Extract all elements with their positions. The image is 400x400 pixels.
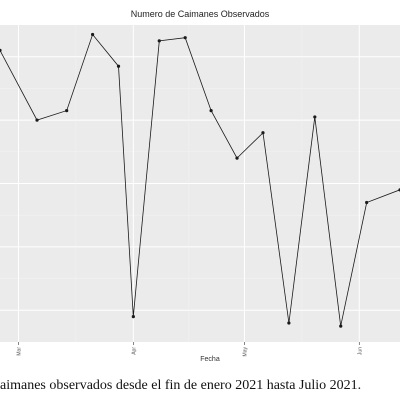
data-point — [65, 108, 69, 113]
data-point — [116, 64, 121, 68]
x-axis-ticks: Mar Apr May Jun — [17, 342, 363, 357]
line-chart: Numero de Caimanes Observados Mar Apr May J… — [0, 9, 400, 363]
data-point — [0, 48, 2, 52]
data-point — [131, 315, 135, 319]
x-tick-label: Jun — [357, 347, 363, 355]
data-point — [183, 36, 187, 40]
chart-title: Numero de Caimanes Observados — [131, 9, 270, 19]
x-tick-label: May — [242, 347, 248, 357]
data-point — [157, 39, 161, 43]
data-point — [339, 324, 343, 328]
data-point — [365, 200, 369, 205]
x-axis-label: Fecha — [200, 356, 220, 363]
series-line — [0, 33, 400, 327]
data-point — [35, 118, 39, 122]
data-point — [209, 108, 213, 113]
data-point — [90, 32, 95, 37]
figure-caption: aimanes observados desde el fin de enero… — [0, 378, 362, 393]
data-point — [313, 115, 317, 119]
x-tick-label: Mar — [17, 347, 23, 356]
data-point — [287, 321, 291, 325]
data-point — [261, 131, 265, 135]
x-tick-label: Apr — [131, 347, 137, 355]
grid-lines — [0, 25, 400, 342]
data-point — [235, 156, 239, 160]
